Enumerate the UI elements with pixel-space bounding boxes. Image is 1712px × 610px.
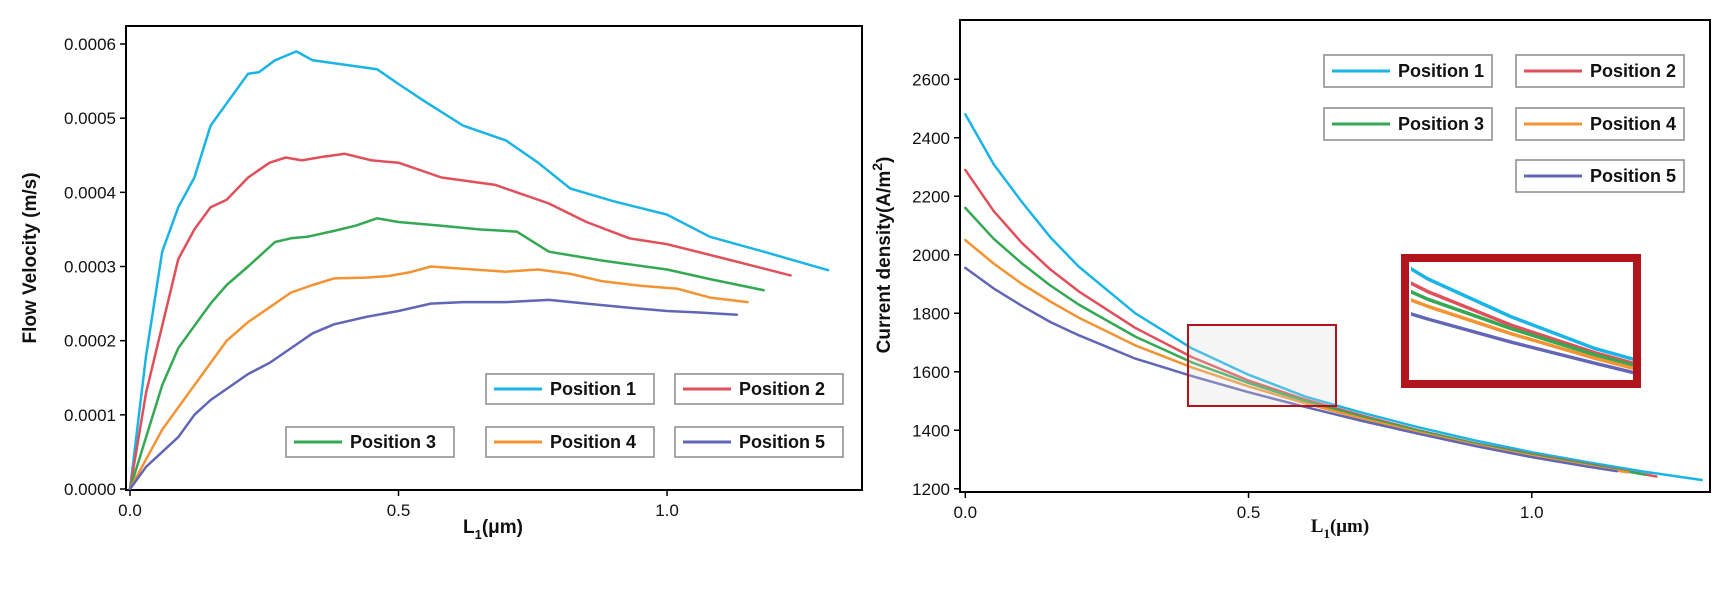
legend-item: Position 5 [1515,159,1685,193]
zoom-region-box [1187,324,1337,407]
legend-item: Position 4 [1515,107,1685,141]
x-tick-label: 0.5 [1237,503,1261,522]
y-axis-title: Current density(A/m2) [869,157,895,354]
legend-label: Position 2 [1590,61,1676,81]
y-tick-label: 0.0005 [64,109,116,128]
series-line-position-1 [964,113,1703,482]
series-line-position-5 [128,298,739,490]
y-tick-label: 0.0000 [64,480,116,499]
current-density-chart: 1200 1400 1600 1800 2000 2200 2400 2600 0.0 0.5 1… [869,19,1711,541]
y-tick-label: 0.0004 [64,183,116,202]
legend-label: Position 5 [739,432,825,452]
legend-item: Position 2 [674,373,844,405]
series-line-position-2 [1411,281,1639,367]
y-tick-label: 2600 [912,70,950,89]
legend-label: Position 5 [1590,166,1676,186]
series-line-position-3 [1411,289,1639,369]
legend-label: Position 3 [350,432,436,452]
y-tick-label: 2400 [912,129,950,148]
plot-frame [959,19,1711,493]
y-tick-label: 0.0002 [64,332,116,351]
legend-item: Position 1 [1323,54,1493,88]
series-lines [128,50,830,490]
x-tick-label: 1.0 [1520,503,1544,522]
y-tick-label: 1800 [912,304,950,323]
plot-frame [125,25,863,491]
y-tick-label: 0.0003 [64,258,116,277]
legend-item: Position 2 [1515,54,1685,88]
legend: Position 1 Position 2 Position 3 Position 4… [285,373,844,458]
legend-label: Position 4 [550,432,636,452]
legend: Position 1 Position 2 Position 3 Position 4… [1323,54,1685,193]
legend-item: Position 3 [285,426,455,458]
x-tick-label: 0.5 [387,501,411,520]
series-line-position-2 [128,152,792,490]
y-tick-label: 1400 [912,421,950,440]
y-axis-ticks: 1200 1400 1600 1800 2000 2200 2400 2600 [912,70,960,499]
series-line-position-4 [1411,298,1639,372]
x-axis-title: L1(μm) [1311,516,1369,541]
series-lines [964,113,1703,482]
legend-label: Position 3 [1398,114,1484,134]
series-line-position-5 [1411,312,1639,376]
series-line-position-1 [1411,266,1639,363]
x-axis-ticks: 0.0 0.5 1.0 [118,490,679,520]
y-axis-ticks: 0.0000 0.0001 0.0002 0.0003 0.0004 0.0005 0.00… [64,35,126,499]
y-tick-label: 0.0006 [64,35,116,54]
series-line-position-4 [128,265,749,490]
y-tick-label: 1600 [912,363,950,382]
series-line-position-3 [128,217,765,490]
series-line-position-1 [128,50,830,490]
y-tick-label: 1200 [912,480,950,499]
y-axis-title: Flow Velocity (m/s) [20,172,41,343]
y-tick-label: 0.0001 [64,406,116,425]
flow-velocity-chart: 0.00000.00010.00020.00030.00040.00050.00… [20,25,863,542]
legend-label: Position 1 [1398,61,1484,81]
legend-label: Position 1 [550,379,636,399]
x-tick-label: 0.0 [954,503,978,522]
x-axis-title: L1(μm) [463,517,523,542]
legend-item: Position 5 [674,426,844,458]
y-tick-label: 2200 [912,187,950,206]
zoom-inset-frame [1401,254,1641,388]
y-tick-label: 2000 [912,246,950,265]
x-tick-label: 1.0 [655,501,679,520]
series-line-position-2 [964,168,1658,478]
legend-label: Position 4 [1590,114,1676,134]
legend-item: Position 1 [485,373,655,405]
legend-item: Position 3 [1323,107,1493,141]
series-line-position-5 [964,266,1618,473]
x-tick-label: 0.0 [118,501,142,520]
x-axis-ticks: 0.0 0.5 1.0 [954,492,1544,522]
legend-item: Position 4 [485,426,655,458]
zoom-inset [1401,254,1641,388]
zoom-inset-lines [1411,266,1639,376]
legend-label: Position 2 [739,379,825,399]
